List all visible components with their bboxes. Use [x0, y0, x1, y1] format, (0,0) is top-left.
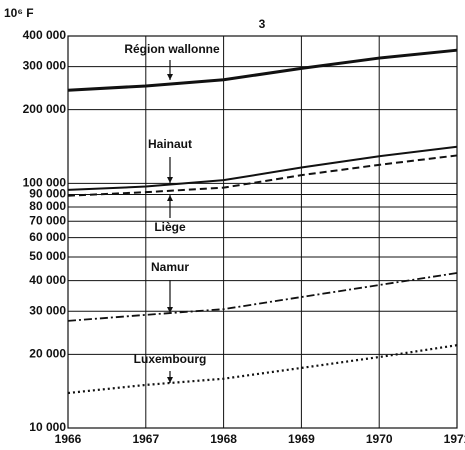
y-tick-label: 100 000	[23, 175, 67, 189]
chart-title: 3	[259, 17, 266, 31]
series-label: Hainaut	[148, 137, 192, 151]
series-label: Namur	[151, 260, 189, 274]
y-tick-label: 50 000	[29, 249, 66, 263]
plot-frame	[67, 35, 458, 429]
series-label: Luxembourg	[134, 352, 207, 366]
arrow-head	[167, 377, 173, 383]
arrow-head	[167, 177, 173, 183]
y-tick-label: 40 000	[29, 273, 66, 287]
arrow-head	[167, 74, 173, 80]
x-tick-label: 1967	[132, 432, 159, 446]
series-label: Région wallonne	[124, 42, 220, 56]
series-label: Liège	[154, 220, 186, 234]
line-series	[67, 344, 458, 395]
y-tick-label: 30 000	[29, 303, 66, 317]
line-series	[67, 272, 458, 322]
x-tick-label: 1966	[55, 432, 82, 446]
x-tick-label: 1970	[366, 432, 393, 446]
x-tick-label: 1971	[444, 432, 465, 446]
line-series	[67, 154, 458, 197]
y-tick-label: 20 000	[29, 347, 66, 361]
y-unit: 10⁶ F	[4, 6, 34, 20]
line-series	[67, 145, 458, 191]
y-tick-label: 10 000	[29, 420, 66, 434]
arrow-head	[167, 307, 173, 313]
x-tick-label: 1969	[288, 432, 315, 446]
y-tick-label: 80 000	[29, 199, 66, 213]
y-tick-label: 200 000	[23, 102, 67, 116]
x-tick-label: 1968	[210, 432, 237, 446]
arrow-head	[167, 195, 173, 201]
line-series	[67, 48, 458, 92]
y-tick-label: 90 000	[29, 187, 66, 201]
y-tick-label: 400 000	[23, 28, 67, 42]
y-tick-label: 300 000	[23, 59, 67, 73]
y-tick-label: 60 000	[29, 230, 66, 244]
y-tick-label: 70 000	[29, 213, 66, 227]
